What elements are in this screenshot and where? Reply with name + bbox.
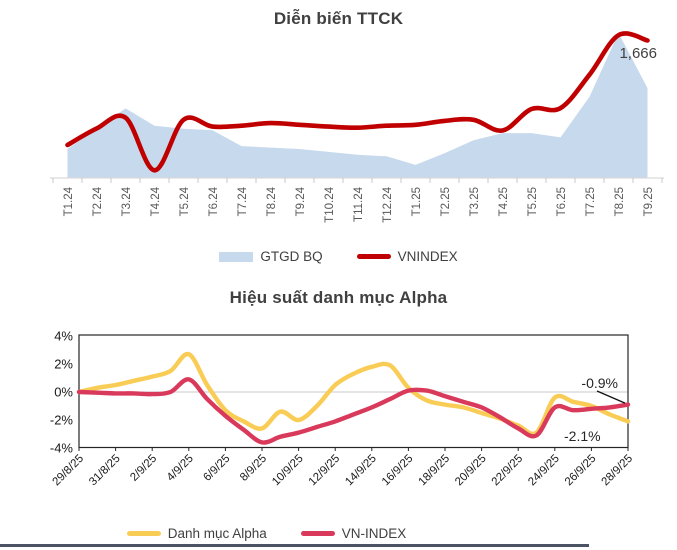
chart2-y-tick-label: 4% <box>54 329 73 344</box>
chart1-x-tick-label: T9.24 <box>295 186 307 216</box>
chart2-x-tick-label: 28/9/25 <box>600 453 636 489</box>
chart2-x-tick-label: 2/9/25 <box>128 453 159 484</box>
footer-divider <box>0 544 589 547</box>
alpha-line-swatch-icon <box>126 531 161 536</box>
chart2-legend: Danh mục Alpha VN-INDEX <box>0 526 605 541</box>
chart2-x-tick-label: 26/9/25 <box>563 453 599 489</box>
chart1-x-tick-label: T12.24 <box>382 186 394 222</box>
chart2-x-tick-label: 24/9/25 <box>526 453 562 489</box>
chart2-plot-border <box>78 334 629 449</box>
legend-label-vnindex: VNINDEX <box>397 249 458 264</box>
gtgd-area-swatch-icon <box>219 251 254 262</box>
chart2-x-tick-label: 8/9/25 <box>238 453 269 484</box>
chart2-annotation-vnindex: -0.9% <box>581 375 618 391</box>
chart1-x-tick-label: T11.24 <box>353 186 365 222</box>
chart2-x-tick-label: 4/9/25 <box>165 453 196 484</box>
chart2-x-tick-label: 31/8/25 <box>87 453 123 489</box>
chart2-y-tick-label: 2% <box>54 357 73 372</box>
chart2-y-tick-label: -4% <box>50 441 74 456</box>
chart1-x-tick-label: T4.25 <box>498 187 510 216</box>
chart2-y-tick-label: 0% <box>54 385 73 400</box>
chart2-x-tick-label: 14/9/25 <box>343 453 379 489</box>
chart1-line-vnindex <box>65 31 650 173</box>
chart2-x-tick-label: 18/9/25 <box>417 453 453 489</box>
chart1-x-tick-label: T6.25 <box>556 187 568 216</box>
chart1-end-value-label: 1,666 <box>619 45 657 62</box>
vnindex-line-swatch-icon <box>356 254 391 259</box>
chart2-x-tick-label: 12/9/25 <box>307 453 343 489</box>
legend-label-gtgd: GTGD BQ <box>260 249 323 264</box>
chart1-title: Diễn biến TTCK <box>273 9 404 28</box>
chart1-area-gtgd <box>67 33 648 178</box>
chart1-x-tick-label: T8.25 <box>614 187 626 216</box>
chart1-x-tick-label: T7.25 <box>585 187 597 216</box>
chart2-annotation-pointer-line <box>596 390 626 404</box>
chart1-x-tick-label: T3.25 <box>469 187 481 216</box>
vn-index-line-swatch-icon <box>300 531 335 536</box>
chart2-line-vn-index <box>76 377 631 445</box>
chart1-x-tick-label: T7.24 <box>237 186 249 216</box>
chart1-x-tick-label: T8.24 <box>266 186 278 216</box>
chart2-x-tick-label: 20/9/25 <box>453 453 489 489</box>
chart2-x-tick-label: 29/8/25 <box>51 453 87 489</box>
chart1-x-tick-label: T2.25 <box>440 187 452 216</box>
chart2-annotation-alpha: -2.1% <box>564 428 601 444</box>
chart1-x-tick-label: T1.24 <box>63 186 75 216</box>
chart1-x-tick-label: T4.24 <box>150 186 162 216</box>
chart2-y-tick-label: -2% <box>50 413 74 428</box>
chart1-x-tick-label: T10.24 <box>324 186 336 222</box>
chart2-x-tick-label: 6/9/25 <box>201 453 232 484</box>
chart1-x-tick-label: T6.24 <box>208 186 220 216</box>
chart1-legend: GTGD BQ VNINDEX <box>0 249 677 264</box>
legend-label-vn-index: VN-INDEX <box>341 526 407 541</box>
chart1-x-tick-label: T5.25 <box>527 187 539 216</box>
chart1-x-tick-label: T9.25 <box>643 187 655 216</box>
chart2-x-tick-label: 10/9/25 <box>270 453 306 489</box>
chart2-x-tick-label: 22/9/25 <box>490 453 526 489</box>
chart1-x-tick-label: T5.24 <box>179 186 191 216</box>
chart1-x-tick-label: T3.24 <box>121 186 133 216</box>
legend-label-alpha: Danh mục Alpha <box>167 526 267 541</box>
chart2-title: Hiệu suất danh mục Alpha <box>229 288 448 307</box>
chart1-x-tick-label: T2.24 <box>92 186 104 216</box>
chart1-x-tick-label: T1.25 <box>411 187 423 216</box>
chart2-x-tick-label: 16/9/25 <box>380 453 416 489</box>
